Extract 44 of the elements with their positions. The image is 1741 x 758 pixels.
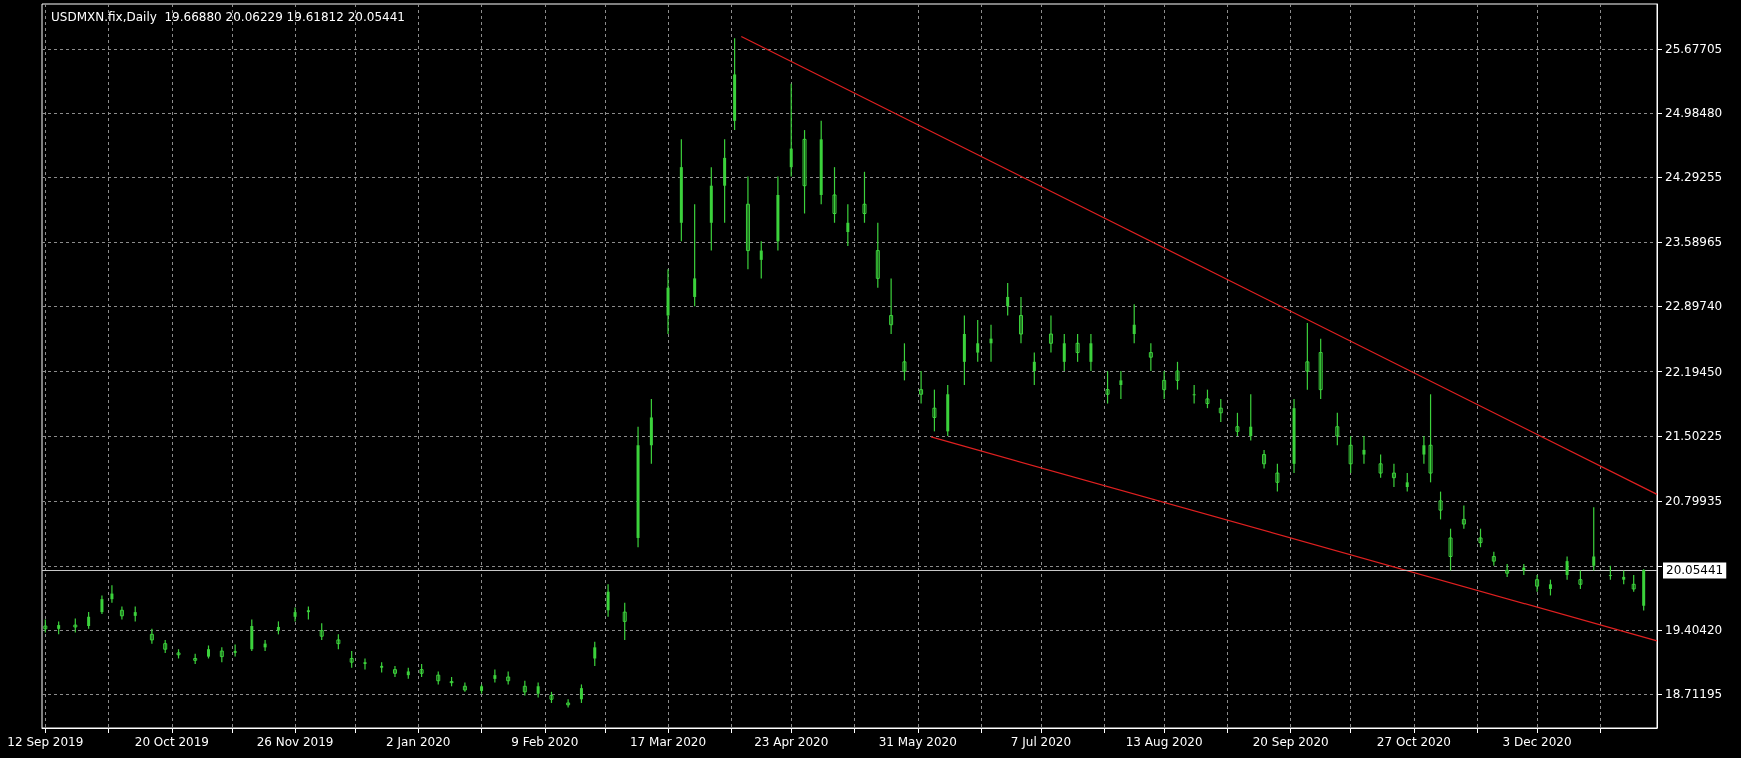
x-tick-label: 17 Mar 2020: [629, 735, 707, 749]
x-tick-label: 7 Jul 2020: [1010, 735, 1072, 749]
y-tick-label: 22.89740: [1665, 299, 1723, 314]
candlestick: [1428, 393, 1433, 483]
x-tick-label: 12 Sep 2019: [7, 735, 84, 749]
candlestick: [1578, 569, 1583, 590]
candlestick: [1448, 528, 1453, 572]
y-tick-label: 23.58965: [1665, 235, 1723, 250]
candlestick: [1075, 333, 1080, 363]
y-tick-label: 25.67705: [1665, 41, 1723, 56]
y-tick-label: 22.19450: [1665, 364, 1723, 379]
candlestick: [1205, 389, 1210, 409]
x-tick-label: 27 Oct 2020: [1376, 735, 1452, 749]
x-tick-label: 13 Aug 2020: [1125, 735, 1203, 749]
candlestick: [932, 389, 937, 432]
x-tick-label: 20 Sep 2020: [1252, 735, 1329, 749]
candlestick: [1478, 528, 1483, 548]
x-tick-label: 26 Nov 2019: [256, 735, 334, 749]
candlestick: [1438, 491, 1443, 521]
candlestick: [862, 171, 867, 224]
y-tick-label: 24.98480: [1665, 105, 1723, 120]
x-tick-label: 20 Oct 2019: [134, 735, 209, 749]
candlestick: [1235, 412, 1240, 437]
x-tick-label: 2 Jan 2020: [386, 735, 451, 749]
candlestick: [1105, 370, 1110, 405]
candlestick: [902, 342, 907, 381]
y-tick-label: 21.50225: [1665, 428, 1723, 443]
candlestick: [1305, 322, 1310, 391]
candlestick: [802, 129, 807, 215]
ref-line-label: 20.05441: [1666, 563, 1724, 578]
y-tick-label: 18.71195: [1665, 687, 1723, 702]
candlestick: [1175, 361, 1180, 391]
x-tick-label: 9 Feb 2020: [511, 735, 579, 749]
x-tick-label: 31 May 2020: [878, 735, 957, 749]
x-tick-label: 3 Dec 2020: [1502, 735, 1572, 749]
y-tick-label: 20.79935: [1665, 493, 1723, 508]
candlestick: [832, 166, 837, 224]
text: USDMXN.fix,Daily 19.66880 20.06229 19.61812 20.05441: [51, 10, 405, 24]
candlestick: [1275, 463, 1280, 493]
y-tick-label: 19.40420: [1665, 623, 1723, 638]
candlestick: [1378, 453, 1383, 479]
x-tick-label: 23 Apr 2020: [754, 735, 829, 749]
y-tick-label: 24.29255: [1665, 170, 1723, 185]
candlestick: [1348, 435, 1353, 474]
